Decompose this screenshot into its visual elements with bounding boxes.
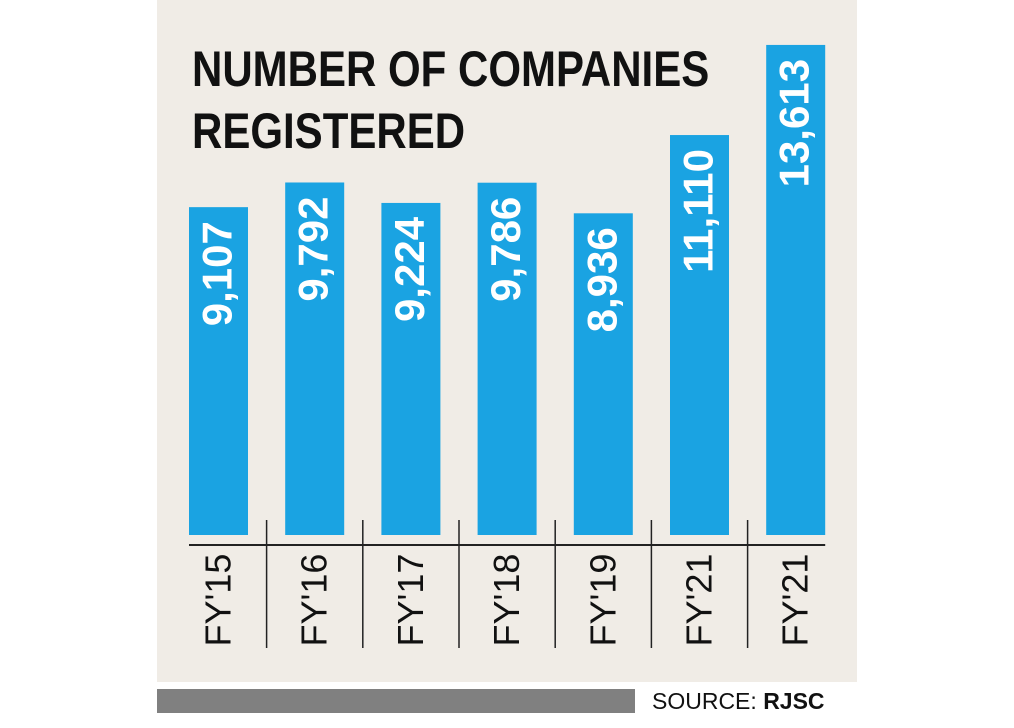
bar: [573, 213, 633, 535]
bar: [670, 135, 729, 536]
bar: [189, 207, 248, 535]
chart-title: NUMBER OF COMPANIES REGISTERED: [192, 38, 709, 162]
source-label: SOURCE:: [652, 688, 757, 714]
bar: [477, 182, 537, 536]
bar-value-label: 13,613: [771, 59, 818, 187]
bar-value-label: 8,936: [578, 227, 625, 332]
x-tick-label: FY'19: [582, 554, 623, 647]
chart-title-line-2: REGISTERED: [192, 103, 466, 159]
chart-title-line-1: NUMBER OF COMPANIES: [192, 41, 710, 97]
source-name: RJSC: [763, 688, 825, 714]
source-line: SOURCE: RJSC: [652, 686, 825, 716]
x-tick-label: FY'17: [390, 554, 431, 647]
x-tick-label: FY'16: [294, 554, 335, 647]
bar-value-label: 9,792: [290, 196, 337, 301]
bar-value-label: 11,110: [675, 149, 722, 273]
bar: [285, 182, 345, 535]
x-tick-label: FY'21: [775, 554, 816, 647]
source-bar: [157, 689, 635, 713]
bar: [766, 44, 826, 535]
bar-value-label: 9,224: [386, 216, 433, 322]
bar-value-label: 9,786: [482, 197, 529, 302]
x-tick-label: FY'18: [486, 554, 527, 647]
x-tick-label: FY'21: [679, 554, 720, 647]
x-tick-label: FY'15: [198, 554, 239, 647]
bar: [381, 202, 441, 535]
bar-value-label: 9,107: [194, 221, 241, 326]
